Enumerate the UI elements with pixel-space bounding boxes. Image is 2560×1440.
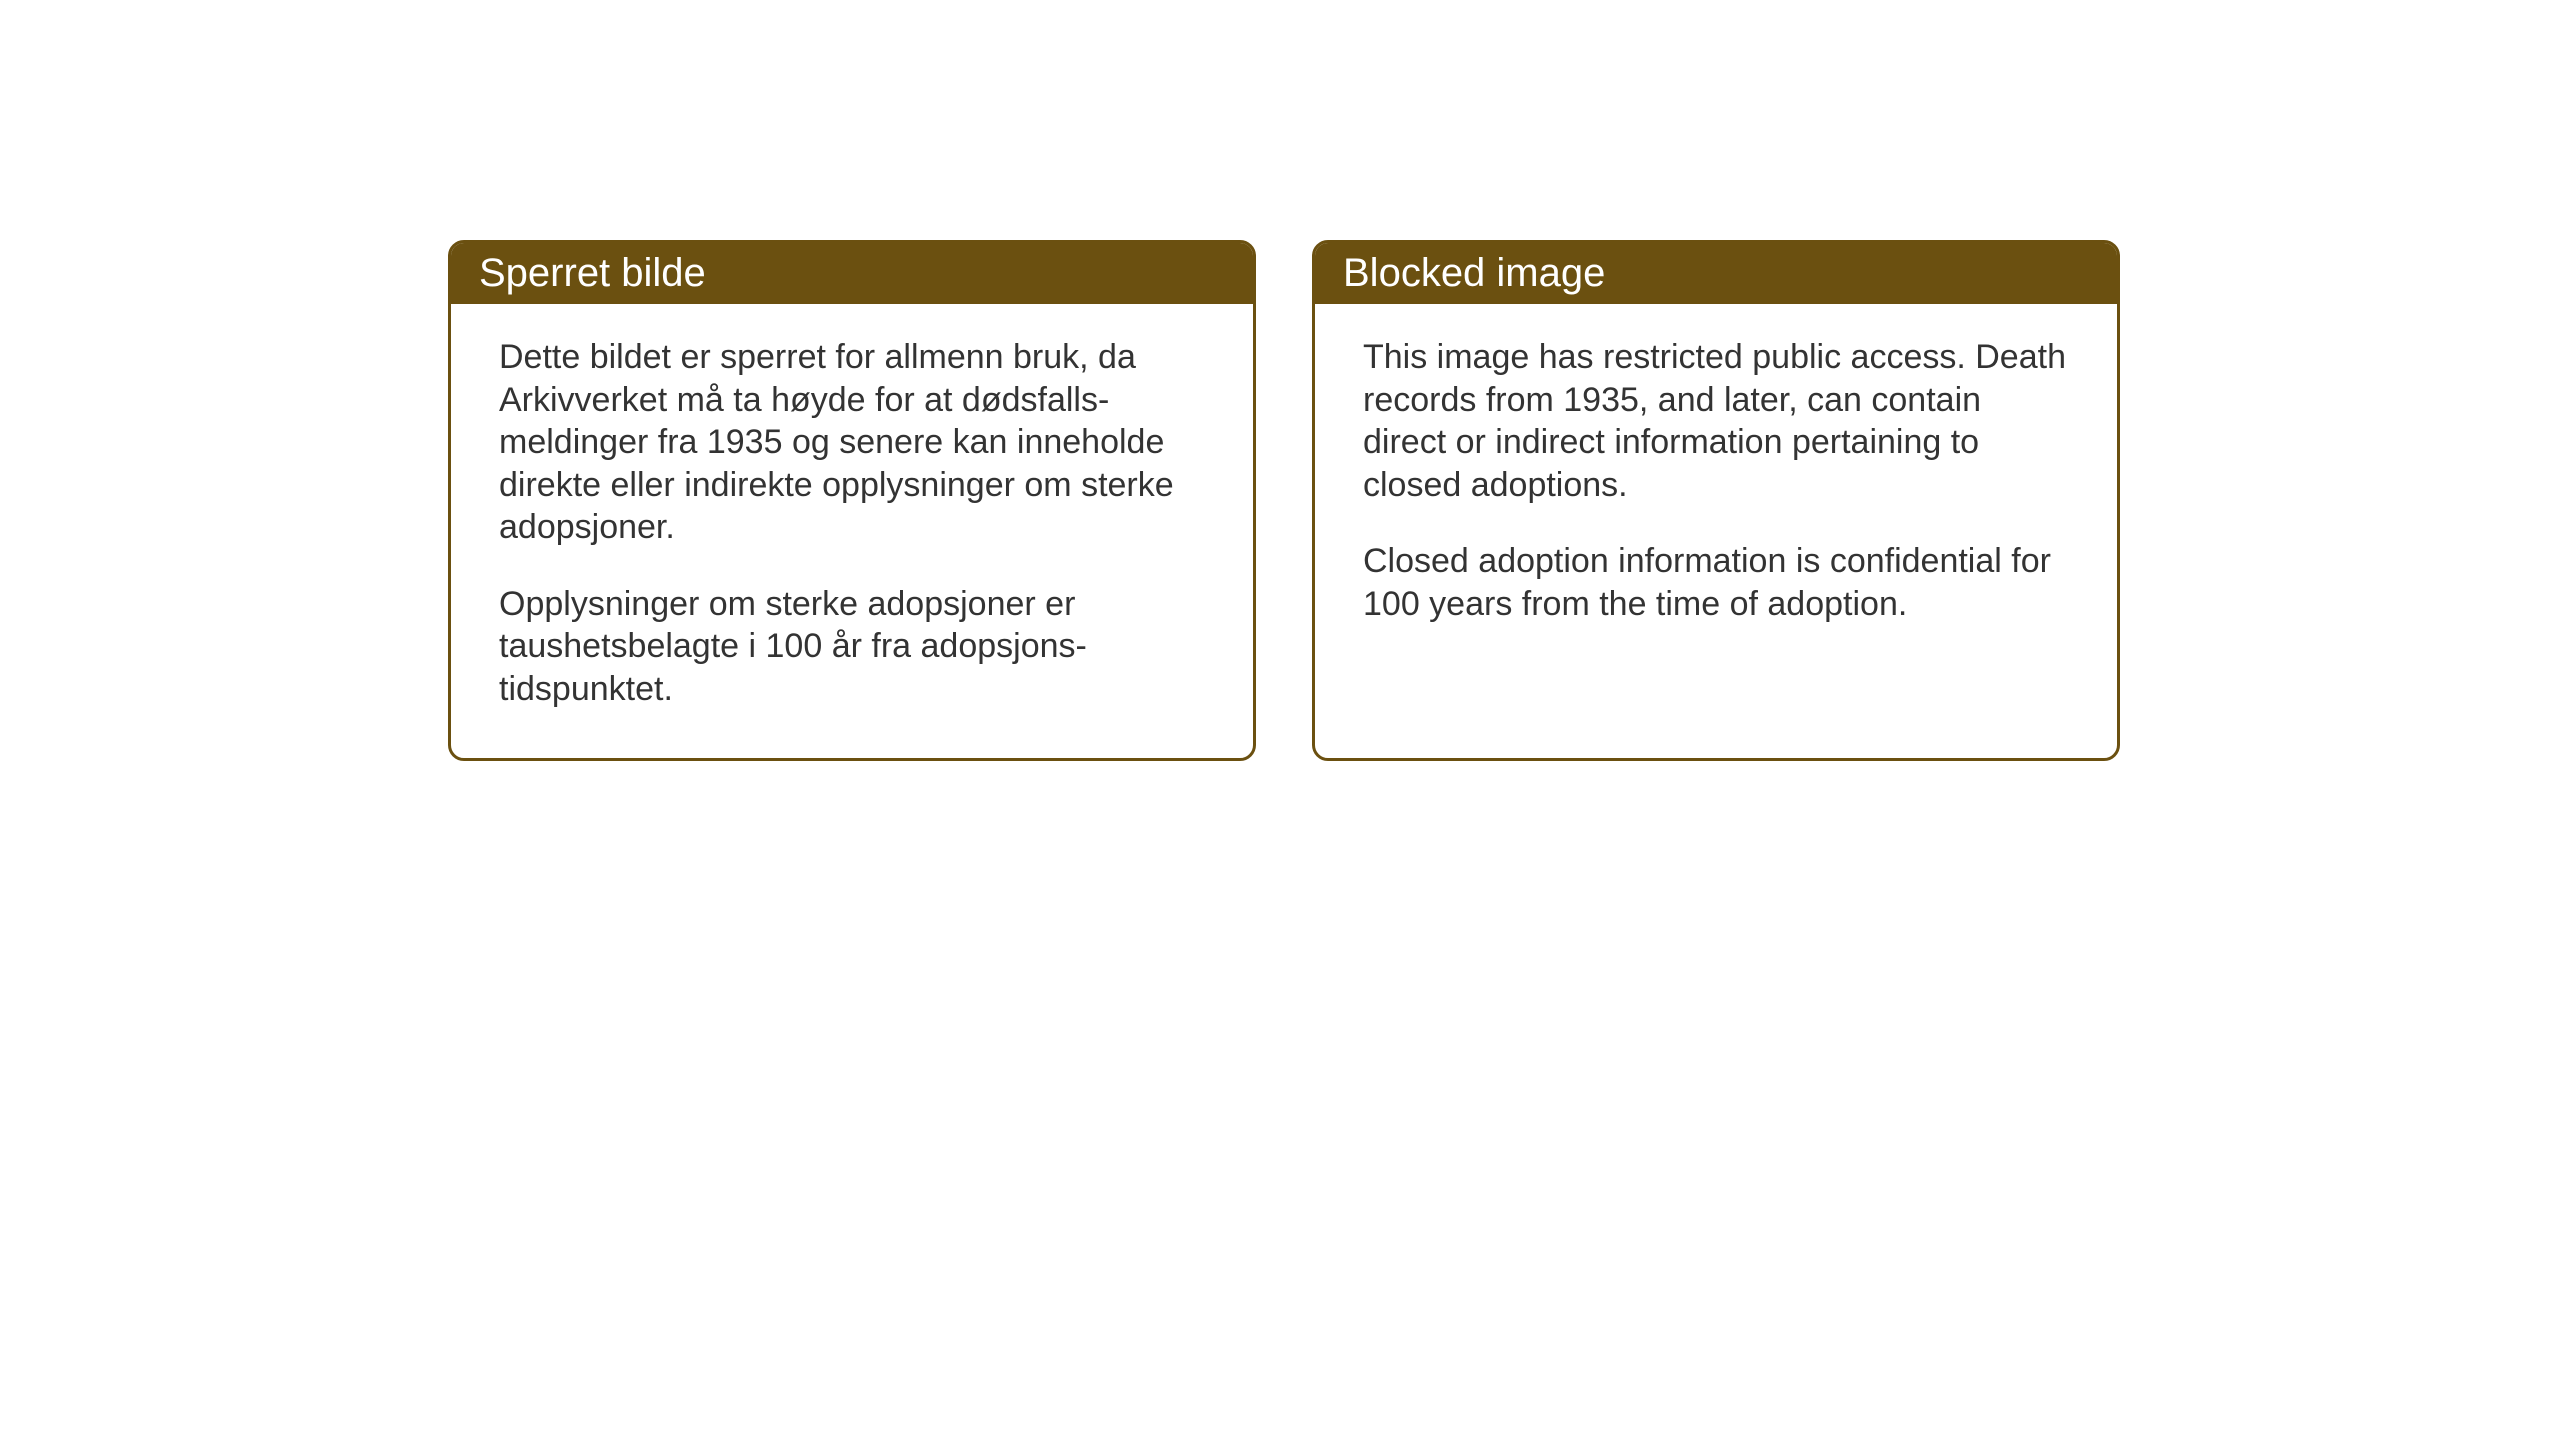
card-title-english: Blocked image — [1343, 251, 1605, 295]
card-paragraph-2-norwegian: Opplysninger om sterke adopsjoner er tau… — [499, 583, 1205, 711]
card-body-norwegian: Dette bildet er sperret for allmenn bruk… — [451, 304, 1253, 758]
card-paragraph-2-english: Closed adoption information is confident… — [1363, 540, 2069, 625]
notice-container: Sperret bilde Dette bildet er sperret fo… — [448, 240, 2120, 761]
notice-card-english: Blocked image This image has restricted … — [1312, 240, 2120, 761]
card-paragraph-1-english: This image has restricted public access.… — [1363, 336, 2069, 506]
card-paragraph-1-norwegian: Dette bildet er sperret for allmenn bruk… — [499, 336, 1205, 549]
notice-card-norwegian: Sperret bilde Dette bildet er sperret fo… — [448, 240, 1256, 761]
card-body-english: This image has restricted public access.… — [1315, 304, 2117, 673]
card-header-english: Blocked image — [1315, 243, 2117, 304]
card-header-norwegian: Sperret bilde — [451, 243, 1253, 304]
card-title-norwegian: Sperret bilde — [479, 251, 706, 295]
